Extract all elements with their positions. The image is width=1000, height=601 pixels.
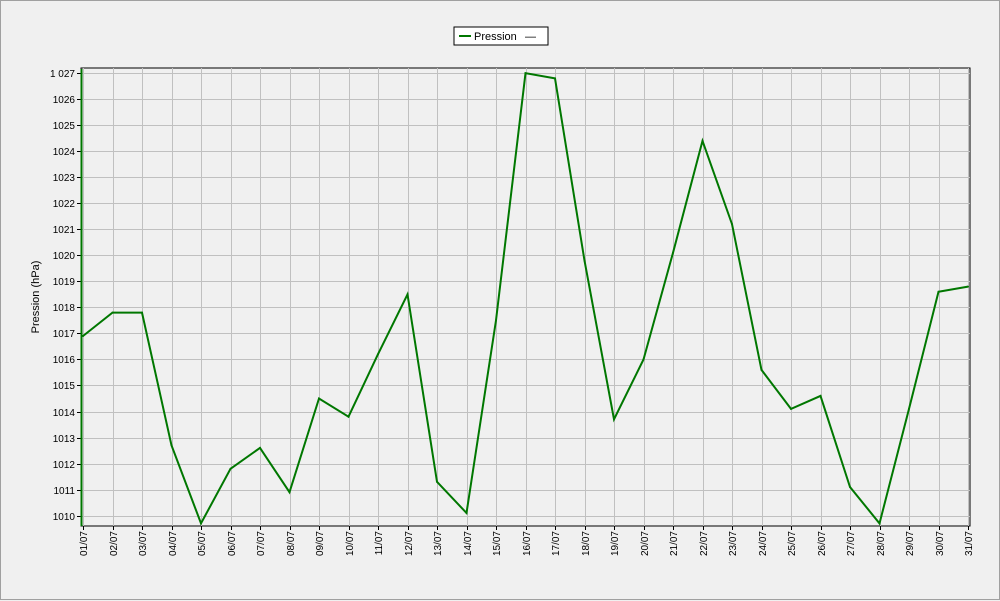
data-point [760,368,763,371]
x-tick-label: 11/07 [374,531,385,556]
data-point [436,480,438,483]
data-point [967,285,969,288]
x-tick-label: 19/07 [610,531,621,556]
data-point [495,319,497,322]
data-point [672,251,674,254]
x-tick-label: 01/07 [79,531,90,556]
data-point [347,415,350,418]
x-tick-label: 26/07 [817,531,828,556]
data-point [908,407,910,410]
data-point [701,139,704,142]
y-tick-label: 1017 [53,329,76,340]
x-tick-label: 09/07 [315,531,326,556]
x-tick-label: 05/07 [197,531,208,556]
x-tick-label: 18/07 [581,531,592,556]
data-point [111,311,114,314]
y-tick-label: 1026 [53,95,76,106]
legend-trailing-symbol: — [525,31,536,43]
y-tick-label: 1 027 [50,69,75,80]
x-tick-label: 03/07 [138,531,149,556]
x-tick-label: 17/07 [551,531,562,556]
data-point [583,259,586,262]
data-point [318,397,320,400]
x-tick-label: 02/07 [109,531,120,556]
y-tick-label: 1016 [53,355,76,366]
x-tick-label: 25/07 [787,531,798,556]
y-tick-label: 1014 [53,408,76,419]
data-point [259,446,261,449]
y-tick-label: 1020 [53,251,76,262]
x-tick-label: 15/07 [492,531,503,556]
y-tick-label: 1013 [53,434,76,445]
x-tick-label: 27/07 [846,531,857,556]
y-tick-label: 1025 [53,121,76,132]
x-tick-label: 04/07 [168,531,179,556]
x-tick-label: 29/07 [905,531,916,556]
x-tick-label: 23/07 [728,531,739,556]
data-point [937,290,940,293]
y-tick-label: 1011 [53,486,75,497]
x-tick-label: 12/07 [404,531,415,556]
legend: Pression — [453,26,549,46]
legend-box [453,26,549,46]
y-tick-label: 1012 [53,460,76,471]
y-axis: 1010 1011 1012 1013 1014 1015 1016 1017 1018 1019… [50,69,81,523]
y-tick-label: 1018 [53,303,76,314]
y-tick-label: 1022 [53,199,76,210]
data-point [731,223,733,226]
x-tick-label: 13/07 [433,531,444,556]
x-tick-label: 30/07 [935,531,946,556]
y-axis-title: Pression (hPa) [30,261,42,334]
data-point [878,522,881,525]
data-point [613,418,615,421]
x-tick-label: 20/07 [640,531,651,556]
y-tick-label: 1024 [53,147,76,158]
data-point [288,491,291,494]
x-tick-label: 07/07 [256,531,267,556]
x-tick-label: 06/07 [227,531,238,556]
data-point [229,467,232,470]
y-tick-label: 1021 [53,225,76,236]
data-point [170,444,173,447]
y-tick-label: 1015 [53,381,76,392]
data-point [524,72,527,75]
x-tick-label: 16/07 [522,531,533,556]
y-tick-label: 1010 [53,512,76,523]
x-tick-label: 28/07 [876,531,887,556]
x-tick-label: 21/07 [669,531,680,556]
data-point [200,522,202,525]
y-tick-label: 1023 [53,173,76,184]
x-tick-label: 10/07 [345,531,356,556]
data-point [849,486,851,488]
plot-area [80,67,971,527]
x-tick-label: 22/07 [699,531,710,556]
data-point [642,358,645,361]
x-axis: 01/07 02/07 03/07 04/07 05/07 06/07 07/07 08/07… [79,526,975,556]
data-point [554,77,556,80]
data-point [819,394,822,397]
x-tick-label: 14/07 [463,531,474,556]
data-point [406,293,409,296]
x-tick-label: 24/07 [758,531,769,556]
legend-label-pression: Pression [474,31,517,43]
series-layer [80,69,969,526]
x-tick-label: 31/07 [964,531,975,556]
data-point [790,407,792,410]
data-point [377,353,379,356]
x-tick-label: 08/07 [286,531,297,556]
data-point [141,311,143,314]
y-tick-label: 1019 [53,277,76,288]
data-point [465,512,468,514]
